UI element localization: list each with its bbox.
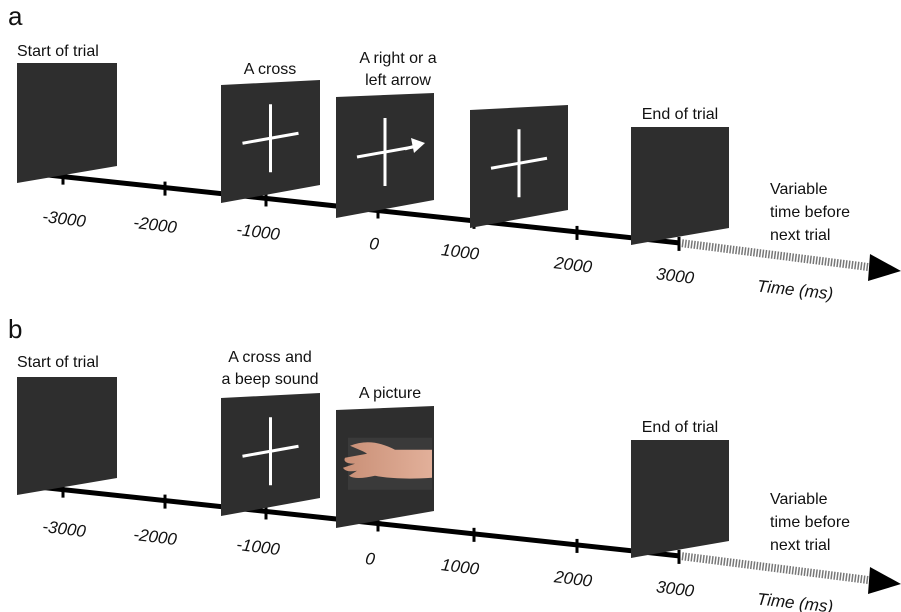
variable-note: time before xyxy=(770,514,850,531)
cross-horizontal xyxy=(242,131,299,145)
tick-label: 1000 xyxy=(440,555,480,579)
tick-label: 0 xyxy=(364,549,376,569)
hand-picture xyxy=(343,442,432,479)
screen-caption: left arrow xyxy=(365,72,431,89)
axis-arrowhead xyxy=(868,567,901,594)
screen-caption: A picture xyxy=(359,385,421,402)
tick-label: -2000 xyxy=(132,525,178,549)
tick-label: 2000 xyxy=(552,567,593,591)
screen-caption: Start of trial xyxy=(17,354,99,371)
axis-label: Time (ms) xyxy=(756,277,834,304)
screen xyxy=(631,440,729,558)
variable-segment xyxy=(681,552,877,585)
screen-caption: a beep sound xyxy=(222,371,319,388)
screen-caption: A cross xyxy=(244,61,296,78)
tick-label: -1000 xyxy=(235,220,281,244)
tick-label: 1000 xyxy=(440,240,480,264)
screen xyxy=(17,377,117,495)
tick-label: -1000 xyxy=(235,535,281,559)
variable-note: next trial xyxy=(770,537,830,554)
screen-caption: Start of trial xyxy=(17,43,99,60)
axis-label: Time (ms) xyxy=(756,590,834,612)
panel-label: a xyxy=(8,1,23,31)
tick-label: -3000 xyxy=(41,517,87,541)
axis-arrowhead xyxy=(868,254,901,281)
screen-caption: End of trial xyxy=(642,419,718,436)
tick-label: -2000 xyxy=(132,213,178,237)
arrow-head xyxy=(411,138,425,153)
cross-horizontal xyxy=(490,156,548,170)
screen xyxy=(17,63,117,183)
screen-caption: End of trial xyxy=(642,106,718,123)
tick-label: -3000 xyxy=(41,207,87,231)
tick-label: 3000 xyxy=(655,264,695,288)
variable-note: time before xyxy=(770,204,850,221)
variable-segment xyxy=(681,239,877,272)
variable-note: Variable xyxy=(770,181,828,198)
variable-note: Variable xyxy=(770,491,828,508)
panel-label: b xyxy=(8,314,22,344)
tick-label: 3000 xyxy=(655,577,695,601)
cross-horizontal xyxy=(242,444,299,458)
screen xyxy=(631,127,729,245)
variable-note: next trial xyxy=(770,227,830,244)
screen-caption: A right or a xyxy=(359,50,436,67)
screen-caption: A cross and xyxy=(228,349,312,366)
tick-label: 0 xyxy=(368,234,380,254)
tick-label: 2000 xyxy=(552,253,593,277)
cross-horizontal xyxy=(356,145,414,159)
